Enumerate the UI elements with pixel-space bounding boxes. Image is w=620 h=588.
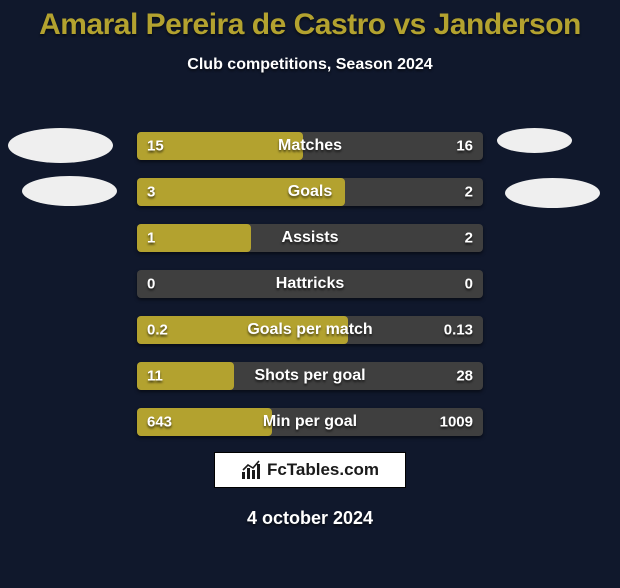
avatar-placeholder	[505, 178, 600, 208]
date-label: 4 october 2024	[247, 508, 373, 529]
stat-right-value: 2	[465, 230, 473, 247]
stat-row: 1 2 Assists	[137, 224, 483, 252]
stat-left-value: 643	[147, 414, 172, 431]
stat-row: 15 16 Matches	[137, 132, 483, 160]
brand-text: FcTables.com	[267, 460, 379, 480]
stat-right-value: 0	[465, 276, 473, 293]
avatar-placeholder	[8, 128, 113, 163]
stat-right-value: 1009	[440, 414, 473, 431]
stat-label: Shots per goal	[254, 367, 365, 385]
stat-row: 3 2 Goals	[137, 178, 483, 206]
stat-label: Matches	[278, 137, 342, 155]
stat-left-value: 1	[147, 230, 155, 247]
stat-label: Goals	[288, 183, 332, 201]
stat-row: 0.2 0.13 Goals per match	[137, 316, 483, 344]
stat-label: Assists	[282, 229, 339, 247]
stat-label: Hattricks	[276, 275, 344, 293]
avatar-placeholder	[497, 128, 572, 153]
stat-right-value: 0.13	[444, 322, 473, 339]
stat-right-value: 28	[456, 368, 473, 385]
stat-row: 643 1009 Min per goal	[137, 408, 483, 436]
avatar-placeholder	[22, 176, 117, 206]
page-title: Amaral Pereira de Castro vs Janderson	[0, 8, 620, 42]
stat-right-value: 2	[465, 184, 473, 201]
stat-left-value: 11	[147, 368, 163, 385]
stat-label: Goals per match	[247, 321, 372, 339]
stat-left-value: 0	[147, 276, 155, 293]
stat-row: 0 0 Hattricks	[137, 270, 483, 298]
stat-right-value: 16	[456, 138, 473, 155]
stat-left-value: 3	[147, 184, 155, 201]
stat-row: 11 28 Shots per goal	[137, 362, 483, 390]
brand-badge: FcTables.com	[214, 452, 406, 488]
stat-label: Min per goal	[263, 413, 357, 431]
stat-bars: 15 16 Matches 3 2 Goals 1 2 Assists 0 0 Hattricks 0.…	[137, 132, 483, 454]
subtitle: Club competitions, Season 2024	[0, 56, 620, 74]
stat-left-value: 0.2	[147, 322, 168, 339]
stat-left-value: 15	[147, 138, 164, 155]
brand-chart-icon	[241, 460, 263, 480]
